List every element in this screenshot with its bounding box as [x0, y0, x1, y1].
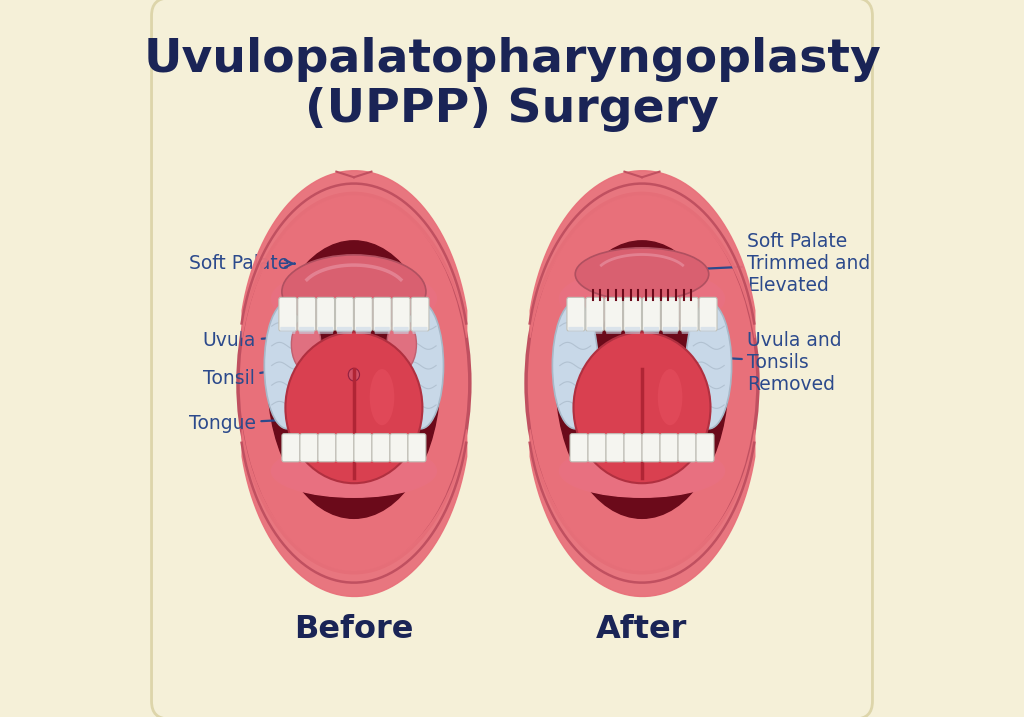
Ellipse shape	[552, 303, 598, 429]
FancyBboxPatch shape	[662, 298, 679, 331]
FancyBboxPatch shape	[298, 298, 315, 331]
Ellipse shape	[608, 308, 676, 381]
FancyBboxPatch shape	[393, 327, 409, 334]
FancyBboxPatch shape	[408, 434, 426, 462]
Text: Tonsil: Tonsil	[203, 364, 300, 388]
Ellipse shape	[657, 369, 682, 425]
FancyBboxPatch shape	[282, 434, 300, 462]
FancyBboxPatch shape	[355, 327, 371, 334]
Ellipse shape	[556, 241, 728, 518]
FancyBboxPatch shape	[663, 327, 678, 334]
Text: Tongue: Tongue	[188, 414, 313, 432]
FancyBboxPatch shape	[625, 327, 640, 334]
FancyBboxPatch shape	[642, 434, 659, 462]
Ellipse shape	[268, 241, 440, 518]
Text: After: After	[596, 614, 688, 645]
FancyBboxPatch shape	[336, 434, 354, 462]
Ellipse shape	[526, 194, 758, 573]
FancyBboxPatch shape	[336, 298, 353, 331]
Ellipse shape	[686, 303, 731, 429]
FancyBboxPatch shape	[605, 298, 623, 331]
FancyBboxPatch shape	[354, 298, 373, 331]
Ellipse shape	[286, 332, 423, 483]
Ellipse shape	[397, 303, 443, 429]
Text: Uvula: Uvula	[203, 331, 328, 351]
FancyBboxPatch shape	[696, 434, 714, 462]
FancyBboxPatch shape	[680, 298, 698, 331]
Ellipse shape	[238, 194, 470, 573]
Ellipse shape	[313, 293, 394, 389]
FancyBboxPatch shape	[570, 434, 588, 462]
FancyBboxPatch shape	[281, 327, 295, 334]
FancyBboxPatch shape	[624, 434, 642, 462]
FancyBboxPatch shape	[678, 434, 696, 462]
Ellipse shape	[264, 303, 310, 429]
Text: (UPPP) Surgery: (UPPP) Surgery	[305, 87, 719, 131]
FancyBboxPatch shape	[567, 298, 585, 331]
Ellipse shape	[601, 293, 682, 389]
FancyBboxPatch shape	[152, 0, 872, 717]
Ellipse shape	[559, 445, 725, 498]
Ellipse shape	[292, 318, 321, 371]
Ellipse shape	[575, 248, 709, 300]
FancyBboxPatch shape	[316, 298, 335, 331]
Text: Before: Before	[294, 614, 414, 645]
Ellipse shape	[370, 369, 394, 425]
FancyBboxPatch shape	[300, 434, 317, 462]
FancyBboxPatch shape	[699, 298, 717, 331]
Text: Soft Palate: Soft Palate	[188, 254, 295, 273]
FancyBboxPatch shape	[642, 298, 660, 331]
Text: Soft Palate
Trimmed and
Elevated: Soft Palate Trimmed and Elevated	[669, 232, 870, 295]
FancyBboxPatch shape	[587, 327, 602, 334]
FancyBboxPatch shape	[299, 327, 314, 334]
FancyBboxPatch shape	[586, 298, 604, 331]
FancyBboxPatch shape	[660, 434, 678, 462]
Text: Uvula and
Tonsils
Removed: Uvula and Tonsils Removed	[676, 331, 842, 394]
FancyBboxPatch shape	[318, 327, 333, 334]
FancyBboxPatch shape	[588, 434, 606, 462]
FancyBboxPatch shape	[606, 327, 622, 334]
FancyBboxPatch shape	[392, 298, 410, 331]
FancyBboxPatch shape	[411, 298, 429, 331]
FancyBboxPatch shape	[337, 327, 352, 334]
FancyBboxPatch shape	[568, 327, 584, 334]
Text: Uvulopalatopharyngoplasty: Uvulopalatopharyngoplasty	[143, 37, 881, 82]
FancyBboxPatch shape	[354, 434, 372, 462]
Ellipse shape	[271, 269, 436, 328]
FancyBboxPatch shape	[375, 327, 390, 334]
Ellipse shape	[346, 338, 361, 375]
FancyBboxPatch shape	[606, 434, 624, 462]
Ellipse shape	[573, 332, 711, 483]
FancyBboxPatch shape	[372, 434, 390, 462]
FancyBboxPatch shape	[413, 327, 428, 334]
FancyBboxPatch shape	[374, 298, 391, 331]
Ellipse shape	[282, 255, 426, 328]
Ellipse shape	[559, 269, 725, 328]
FancyBboxPatch shape	[279, 298, 297, 331]
FancyBboxPatch shape	[624, 298, 641, 331]
FancyBboxPatch shape	[390, 434, 408, 462]
Ellipse shape	[271, 445, 436, 498]
FancyBboxPatch shape	[682, 327, 696, 334]
Ellipse shape	[348, 369, 359, 381]
Ellipse shape	[387, 318, 417, 371]
FancyBboxPatch shape	[644, 327, 659, 334]
FancyBboxPatch shape	[317, 434, 336, 462]
FancyBboxPatch shape	[700, 327, 716, 334]
